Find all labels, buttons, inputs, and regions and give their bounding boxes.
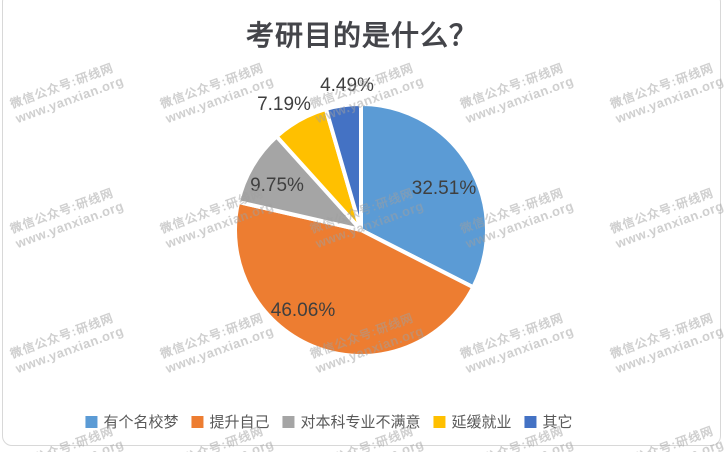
legend-swatch-icon xyxy=(524,415,537,428)
legend-item-1: 有个名校梦 xyxy=(85,411,178,432)
slice-percentage-label-3: 9.75% xyxy=(250,175,304,196)
legend-label: 其它 xyxy=(542,414,573,431)
legend-swatch-icon xyxy=(433,415,446,428)
slice-percentage-label-2: 46.06% xyxy=(270,300,336,321)
legend-label: 有个名校梦 xyxy=(103,414,179,431)
slice-percentage-label-1: 32.51% xyxy=(411,178,477,199)
legend-label: 延缓就业 xyxy=(451,414,512,431)
legend-swatch-icon xyxy=(282,415,295,428)
legend-label: 对本科专业不满意 xyxy=(300,414,421,431)
slice-percentage-label-5: 4.49% xyxy=(320,75,374,96)
pie-slice-1 xyxy=(359,102,489,290)
legend-item-3: 对本科专业不满意 xyxy=(282,411,421,432)
legend-item-5: 其它 xyxy=(524,411,573,432)
legend-swatch-icon xyxy=(191,415,204,428)
pie-slice-5 xyxy=(323,102,363,232)
chart-border-frame xyxy=(2,0,721,446)
legend: 有个名校梦 提升自己 对本科专业不满意 延缓就业 其它 xyxy=(85,411,573,432)
legend-item-4: 延缓就业 xyxy=(433,411,512,432)
legend-swatch-icon xyxy=(85,415,98,428)
chart-title: 考研目的是什么？ xyxy=(245,21,478,52)
legend-label: 提升自己 xyxy=(209,414,270,431)
pie-slice-2 xyxy=(233,199,476,358)
slice-percentage-label-4: 7.19% xyxy=(257,94,311,115)
legend-item-2: 提升自己 xyxy=(191,411,269,432)
